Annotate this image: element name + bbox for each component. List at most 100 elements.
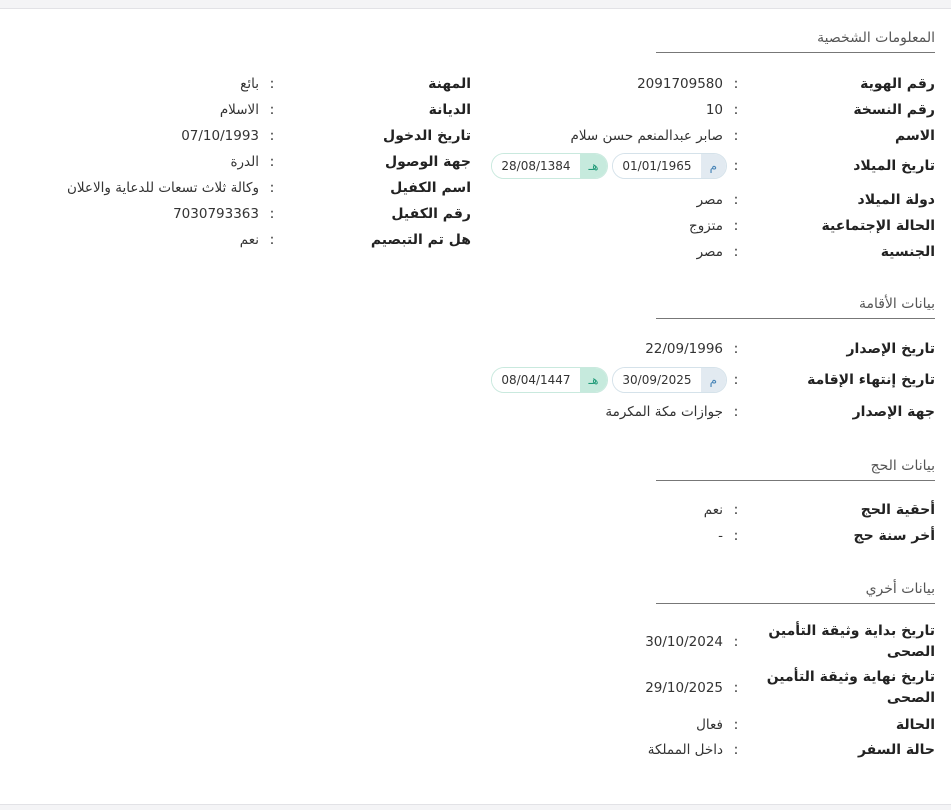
section-title: بيانات الأقامة [656, 296, 935, 319]
field-value: 29/10/2025 [645, 680, 723, 696]
field-label: أحقية الحج [860, 501, 935, 518]
colon-separator: : [733, 128, 739, 144]
info-row: الحالة الإجتماعية: متزوج [689, 213, 935, 239]
info-row: تاريخ إنتهاء الإقامة: م 30/09/2025 هـ 08/04/… [487, 367, 935, 393]
field-label: الجنسية [880, 243, 935, 260]
info-row: أحقية الحج: نعم [704, 497, 935, 523]
gregorian-date: 30/09/2025 [613, 368, 701, 392]
field-value: مصر [696, 192, 723, 208]
colon-separator: : [733, 502, 739, 518]
bottom-border [0, 804, 951, 810]
section-title: بيانات الحج [656, 458, 935, 481]
field-value: فعال [696, 717, 723, 733]
colon-separator: : [733, 634, 739, 650]
info-row: رقم النسخة:10 [706, 97, 935, 123]
colon-separator: : [269, 206, 275, 222]
field-value: - [718, 528, 723, 544]
info-row: الحالة: فعال [696, 712, 935, 738]
info-row: المهنة: بائع [240, 71, 471, 97]
field-value: نعم [239, 232, 259, 248]
field-value: وكالة ثلاث تسعات للدعاية والاعلان [66, 180, 259, 196]
colon-separator: : [733, 76, 739, 92]
colon-separator: : [269, 154, 275, 170]
field-label: جهة الوصول [385, 153, 471, 170]
field-value: الاسلام [219, 102, 259, 118]
colon-separator: : [733, 404, 739, 420]
field-label: جهة الإصدار [852, 403, 935, 420]
field-value: 22/09/1996 [645, 341, 723, 357]
info-row: أخر سنة حج: - [718, 523, 935, 549]
info-row: رقم الكفيل:7030793363 [173, 201, 471, 227]
field-value: 7030793363 [173, 206, 259, 222]
info-row: تاريخ نهاية وثيقة التأمين الصحى:29/10/20… [645, 666, 935, 710]
info-row: الجنسية: مصر [697, 239, 935, 265]
field-value: 2091709580 [637, 76, 723, 92]
field-label: الديانة [428, 101, 471, 118]
colon-separator: : [733, 742, 739, 758]
field-label: الاسم [895, 127, 935, 144]
colon-separator: : [733, 158, 739, 174]
field-label: حالة السفر [857, 741, 935, 758]
gregorian-date: 01/01/1965 [613, 154, 701, 178]
colon-separator: : [733, 244, 739, 260]
field-value: داخل المملكة [647, 742, 723, 758]
hijri-date: 08/04/1447 [492, 368, 580, 392]
field-value: بائع [240, 76, 259, 92]
colon-separator: : [733, 102, 739, 118]
colon-separator: : [733, 341, 739, 357]
colon-separator: : [269, 128, 275, 144]
field-label: أخر سنة حج [853, 527, 936, 544]
field-value: الدرة [230, 154, 259, 170]
field-label: تاريخ بداية وثيقة التأمين الصحى [768, 623, 935, 660]
info-row: اسم الكفيل: وكالة ثلاث تسعات للدعاية والا… [67, 175, 471, 201]
field-label: تاريخ الدخول [383, 127, 471, 144]
info-row: جهة الوصول: الدرة [230, 149, 471, 175]
field-value: متزوج [689, 218, 723, 234]
field-label: رقم الكفيل [391, 205, 471, 222]
field-value: 07/10/1993 [181, 128, 259, 144]
info-row: تاريخ الميلاد: م 01/01/1965 هـ 28/08/1384 [487, 153, 935, 179]
info-row: جهة الإصدار: جوازات مكة المكرمة [605, 399, 935, 425]
hijri-date: 28/08/1384 [492, 154, 580, 178]
colon-separator: : [269, 102, 275, 118]
colon-separator: : [269, 76, 275, 92]
field-label: المهنة [428, 75, 471, 92]
info-row: رقم الهوية:2091709580 [637, 71, 935, 97]
colon-separator: : [733, 717, 739, 733]
info-row: تاريخ الدخول:07/10/1993 [181, 123, 471, 149]
section-title: المعلومات الشخصية [656, 30, 935, 53]
colon-separator: : [733, 680, 739, 696]
top-border [0, 0, 951, 9]
field-label: رقم الهوية [860, 75, 935, 92]
info-row: دولة الميلاد: مصر [697, 187, 935, 213]
field-value: نعم [703, 502, 723, 518]
field-value: 10 [705, 102, 723, 118]
info-row: الاسم: صابر عبدالمنعم حسن سلام [570, 123, 935, 149]
field-label: تاريخ إنتهاء الإقامة [807, 371, 935, 388]
hijri-tag: هـ [579, 368, 608, 392]
gregorian-date-pill: م 01/01/1965 [612, 153, 727, 179]
field-value: مصر [696, 244, 723, 260]
colon-separator: : [733, 528, 739, 544]
info-row: تاريخ الإصدار:22/09/1996 [645, 336, 935, 362]
field-label: الحالة الإجتماعية [821, 217, 935, 234]
field-value: صابر عبدالمنعم حسن سلام [570, 128, 723, 144]
info-row: هل تم التبصيم: نعم [240, 227, 471, 253]
field-label: الحالة [895, 716, 935, 733]
hijri-tag: هـ [579, 154, 608, 178]
field-label: تاريخ نهاية وثيقة التأمين الصحى [766, 669, 935, 706]
field-label: رقم النسخة [853, 101, 935, 118]
colon-separator: : [733, 192, 739, 208]
gregorian-date-pill: م 30/09/2025 [612, 367, 727, 393]
colon-separator: : [269, 232, 275, 248]
info-row: تاريخ بداية وثيقة التأمين الصحى:30/10/20… [645, 620, 935, 664]
colon-separator: : [269, 180, 275, 196]
hijri-date-pill: هـ 08/04/1447 [491, 367, 609, 393]
colon-separator: : [733, 372, 739, 388]
info-row: حالة السفر: داخل المملكة [648, 737, 935, 763]
section-title: بيانات أخري [656, 581, 935, 604]
gregorian-tag: م [700, 368, 726, 392]
info-row: الديانة: الاسلام [220, 97, 471, 123]
field-value: 30/10/2024 [645, 634, 723, 650]
field-label: هل تم التبصيم [370, 231, 471, 248]
